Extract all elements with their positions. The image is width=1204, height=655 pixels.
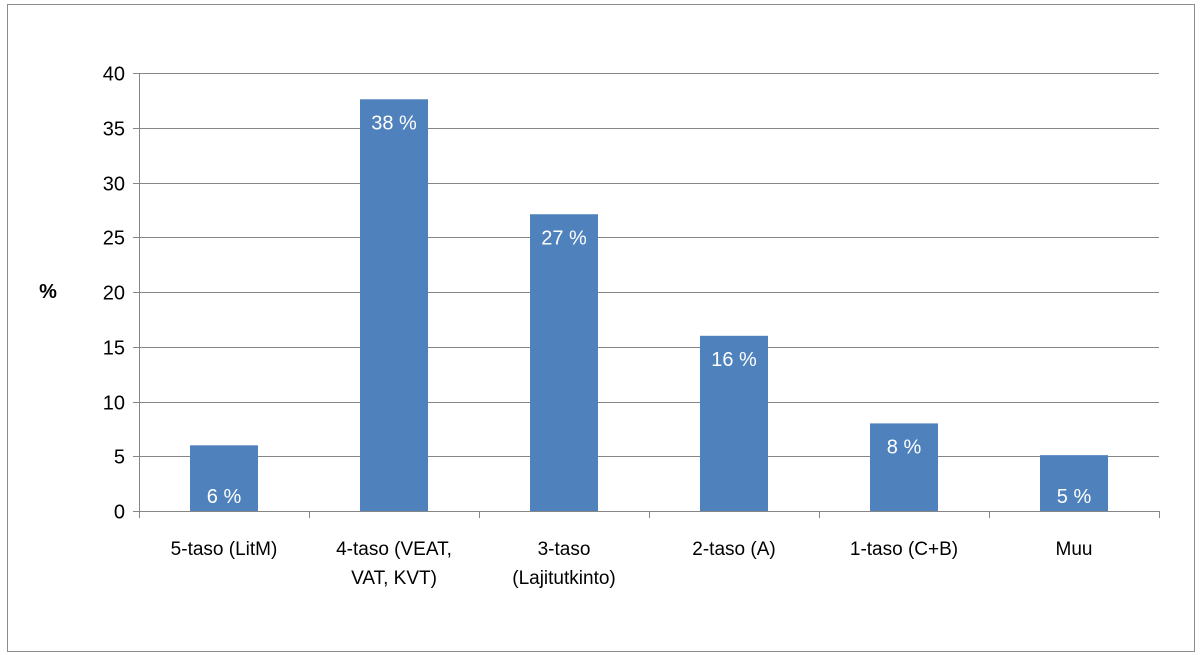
data-label: 6 % <box>207 486 242 508</box>
x-category-labels: 5-taso (LitM) 4-taso (VEAT, VAT, KVT) 3-tas… <box>171 539 1093 589</box>
x-category-label: 3-taso <box>538 539 591 560</box>
y-tick-label: 20 <box>103 283 125 305</box>
y-tick-label: 5 <box>114 447 125 469</box>
x-category-label: 5-taso (LitM) <box>171 539 278 560</box>
x-category-label: VAT, KVT) <box>351 568 437 589</box>
y-tick-label: 40 <box>103 64 125 86</box>
bar <box>360 99 428 511</box>
y-tick-label: 10 <box>103 393 125 415</box>
bar <box>1040 455 1108 511</box>
y-tick-label: 35 <box>103 119 125 141</box>
y-tick-label: 0 <box>114 502 125 524</box>
data-label: 16 % <box>711 349 757 371</box>
x-category-label: (Lajitutkinto) <box>512 568 616 589</box>
y-tick-labels: 0 5 10 15 20 25 30 35 40 <box>103 64 125 524</box>
data-label: 27 % <box>541 227 587 249</box>
bar <box>190 445 258 511</box>
data-label: 38 % <box>371 112 417 134</box>
x-category-label: 4-taso (VEAT, <box>336 539 452 560</box>
data-label: 5 % <box>1057 486 1092 508</box>
x-category-label: 1-taso (C+B) <box>850 539 958 560</box>
axes <box>133 73 1160 518</box>
y-tick-label: 30 <box>103 174 125 196</box>
x-category-label: Muu <box>1056 539 1093 560</box>
y-axis-label: % <box>39 281 57 303</box>
chart-frame <box>7 4 1195 652</box>
gridlines <box>139 73 1159 457</box>
bars <box>190 99 1108 511</box>
y-tick-label: 15 <box>103 338 125 360</box>
x-category-label: 2-taso (A) <box>692 539 775 560</box>
data-label: 8 % <box>887 436 922 458</box>
bar <box>530 214 598 511</box>
bar <box>700 335 768 511</box>
bar <box>870 423 938 511</box>
data-labels: 6 % 38 % 27 % 16 % 8 % 5 % <box>207 112 1092 508</box>
y-tick-label: 25 <box>103 228 125 250</box>
